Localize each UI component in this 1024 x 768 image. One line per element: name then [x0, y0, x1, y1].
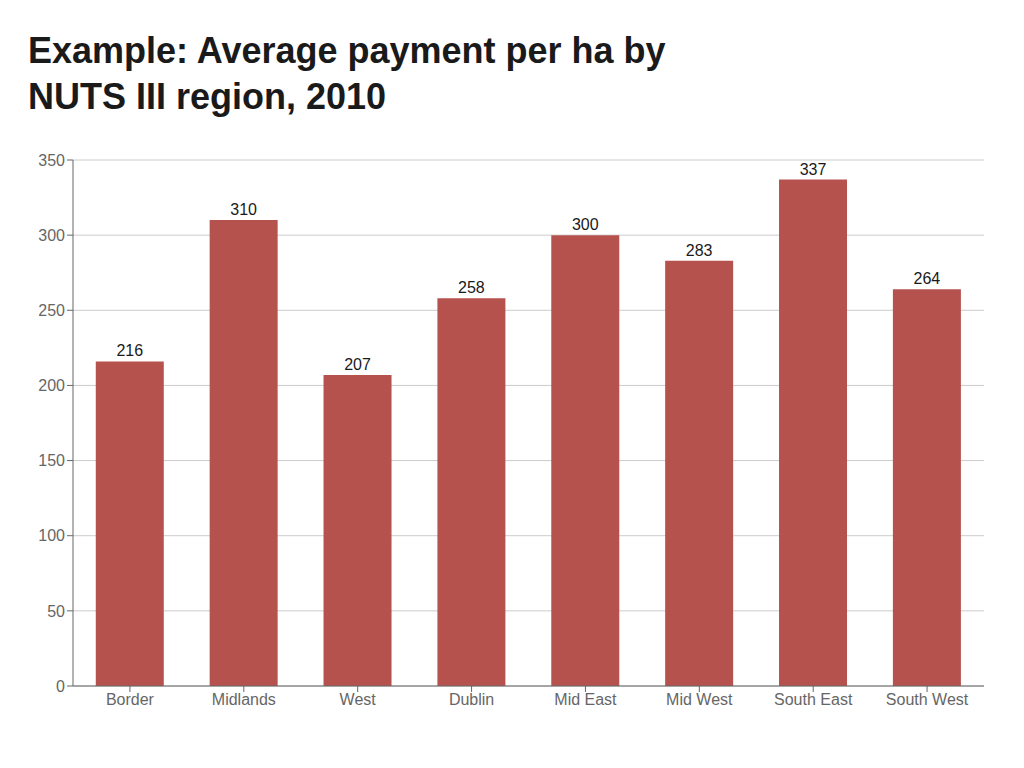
- svg-text:West: West: [340, 691, 377, 708]
- html-text:NUTS III region, 2010: NUTS III region, 2010: [28, 76, 387, 117]
- svg-text:258: 258: [458, 279, 485, 296]
- svg-text:0: 0: [56, 678, 65, 695]
- svg-text:Mid West: Mid West: [666, 691, 733, 708]
- svg-text:300: 300: [572, 216, 599, 233]
- svg-text:283: 283: [686, 242, 713, 259]
- svg-text:Dublin: Dublin: [449, 691, 494, 708]
- svg-text:Mid East: Mid East: [554, 691, 617, 708]
- svg-text:100: 100: [38, 527, 65, 544]
- svg-text:216: 216: [116, 342, 143, 359]
- svg-text:350: 350: [38, 152, 65, 169]
- svg-text:207: 207: [344, 356, 371, 373]
- svg-text:South East: South East: [774, 691, 853, 708]
- html-text:Example: Average payment per h: Example: Average payment per ha by: [28, 30, 666, 71]
- svg-text:337: 337: [800, 161, 827, 178]
- svg-text:South West: South West: [886, 691, 969, 708]
- svg-text:200: 200: [38, 377, 65, 394]
- svg-text:250: 250: [38, 302, 65, 319]
- svg-text:264: 264: [914, 270, 941, 287]
- svg-text:150: 150: [38, 452, 65, 469]
- svg-text:50: 50: [47, 603, 65, 620]
- svg-text:Midlands: Midlands: [212, 691, 276, 708]
- svg-text:Border: Border: [106, 691, 155, 708]
- svg-text:300: 300: [38, 227, 65, 244]
- svg-text:310: 310: [230, 201, 257, 218]
